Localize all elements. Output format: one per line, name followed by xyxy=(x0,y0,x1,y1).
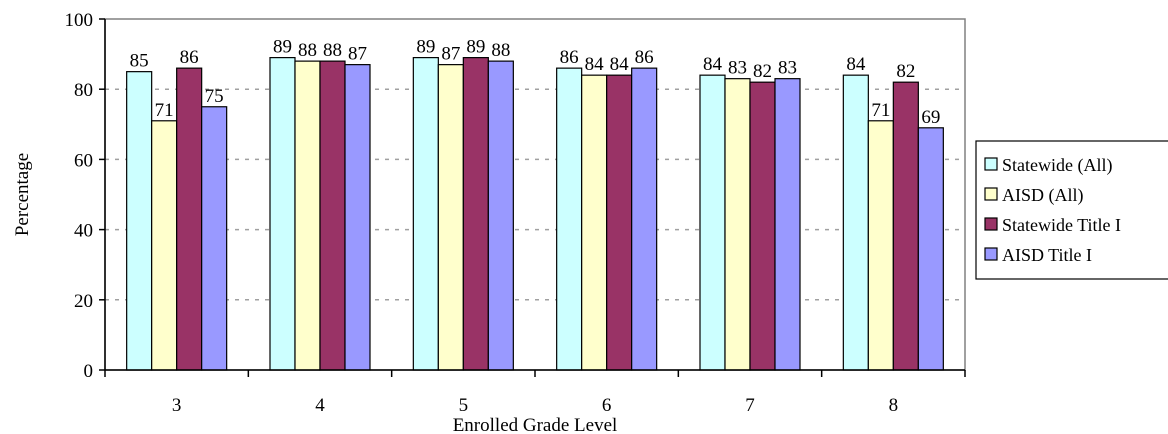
bar-grade-3-series-2 xyxy=(151,120,178,371)
data-label: 86 xyxy=(180,47,199,68)
y-axis-title: Percentage xyxy=(12,153,33,236)
data-label: 84 xyxy=(703,54,723,75)
bar-grade-6-series-1 xyxy=(556,67,583,371)
data-label: 89 xyxy=(416,37,435,58)
data-label: 88 xyxy=(323,40,342,61)
data-label: 84 xyxy=(846,54,866,75)
data-label: 87 xyxy=(348,44,367,65)
data-label: 86 xyxy=(560,47,579,68)
data-label: 88 xyxy=(491,40,510,61)
x-tick-label: 3 xyxy=(172,395,182,416)
bar-grade-7-series-2 xyxy=(724,78,751,371)
gridlines xyxy=(105,88,965,301)
data-label: 82 xyxy=(896,61,915,82)
bar-grade-6-series-3 xyxy=(606,74,633,371)
bar-grade-7-series-4 xyxy=(774,78,801,371)
legend-label: Statewide Title I xyxy=(1002,215,1121,235)
bar-grade-4-series-3 xyxy=(319,60,346,371)
data-label: 86 xyxy=(635,47,654,68)
data-label: 89 xyxy=(273,37,292,58)
bar-grade-6-series-2 xyxy=(581,74,608,371)
data-label: 84 xyxy=(585,54,605,75)
x-tick-label: 4 xyxy=(315,395,325,416)
legend: Statewide (All) AISD (All) Statewide Title… xyxy=(975,140,1168,280)
data-label: 83 xyxy=(728,58,747,79)
data-label: 75 xyxy=(205,86,224,107)
axes: 0 20 40 60 80 100 3 4 5 6 7 8 xyxy=(65,10,966,416)
data-label: 88 xyxy=(298,40,317,61)
bar-grade-5-series-1 xyxy=(412,57,439,371)
x-tick-label: 8 xyxy=(889,395,899,416)
bar-grade-3-series-3 xyxy=(176,67,203,371)
legend-label: AISD (All) xyxy=(1002,185,1084,206)
bar-grade-5-series-4 xyxy=(487,60,514,371)
legend-swatch xyxy=(984,157,998,171)
bar-grade-8-series-4 xyxy=(917,127,944,371)
y-tick-label: 40 xyxy=(74,221,93,242)
bar-grade-4-series-4 xyxy=(344,64,371,371)
legend-label: AISD Title I xyxy=(1002,245,1092,265)
data-label: 89 xyxy=(466,37,485,58)
y-tick-label: 20 xyxy=(74,291,93,312)
x-tick-label: 6 xyxy=(602,395,612,416)
y-tick-label: 0 xyxy=(84,361,94,382)
bar-grade-6-series-4 xyxy=(631,67,658,371)
bar-grade-3-series-4 xyxy=(201,106,228,371)
data-label: 83 xyxy=(778,58,797,79)
bar-grade-7-series-1 xyxy=(699,74,726,371)
data-label: 87 xyxy=(441,44,460,65)
y-tick-label: 100 xyxy=(65,10,94,31)
legend-swatch xyxy=(984,247,998,261)
bar-grade-4-series-1 xyxy=(269,57,296,371)
y-tick-label: 60 xyxy=(74,150,93,171)
x-tick-label: 7 xyxy=(745,395,755,416)
x-tick-label: 5 xyxy=(459,395,469,416)
y-tick-label: 80 xyxy=(74,80,93,101)
data-label: 71 xyxy=(155,100,174,121)
legend-swatch xyxy=(984,217,998,231)
legend-box xyxy=(975,140,1168,280)
bar-grade-8-series-2 xyxy=(867,120,894,371)
plot-area-frame xyxy=(104,18,966,371)
data-label: 71 xyxy=(871,100,890,121)
x-axis-title: Enrolled Grade Level xyxy=(453,415,618,434)
data-label: 69 xyxy=(921,107,940,128)
legend-label: Statewide (All) xyxy=(1002,155,1112,176)
bar-grade-5-series-2 xyxy=(437,64,464,371)
bar-grade-8-series-1 xyxy=(842,74,869,371)
data-label: 84 xyxy=(610,54,630,75)
data-label: 85 xyxy=(130,51,149,72)
bar-grade-4-series-2 xyxy=(294,60,321,371)
bar-grade-5-series-3 xyxy=(462,57,489,371)
bar-grade-7-series-3 xyxy=(749,81,776,371)
bars xyxy=(126,57,944,371)
data-label: 82 xyxy=(753,61,772,82)
legend-swatch xyxy=(984,187,998,201)
bar-grade-8-series-3 xyxy=(892,81,919,371)
bar-grade-3-series-1 xyxy=(126,71,153,371)
